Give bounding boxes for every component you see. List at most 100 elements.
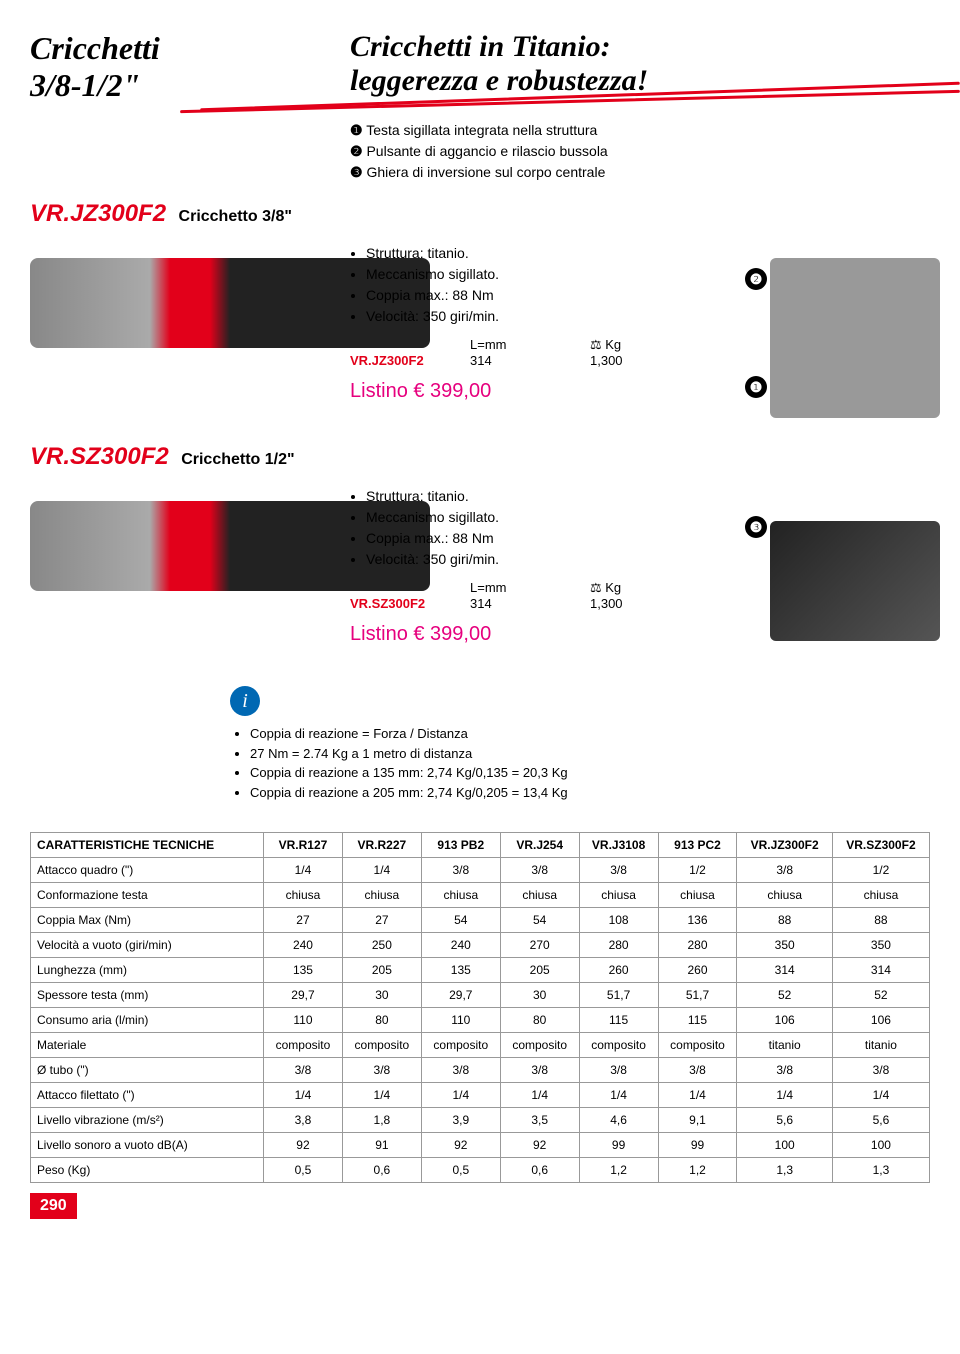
specs-cell: Attacco filettato (") [31, 1083, 264, 1108]
specs-header-cell: 913 PB2 [421, 833, 500, 858]
specs-cell: 260 [579, 958, 658, 983]
specs-cell: 54 [421, 908, 500, 933]
specs-cell: composito [421, 1033, 500, 1058]
specs-cell: 29,7 [421, 983, 500, 1008]
bullet-text: Ghiera di inversione sul corpo centrale [366, 164, 605, 180]
specs-cell: 91 [342, 1133, 421, 1158]
specs-row: Peso (Kg)0,50,60,50,61,21,21,31,3 [31, 1158, 930, 1183]
product-1: VR.JZ300F2 Cricchetto 3/8" Struttura: ti… [30, 200, 930, 403]
specs-cell: 5,6 [737, 1108, 832, 1133]
specs-header-cell: VR.J3108 [579, 833, 658, 858]
mini-hdr [350, 337, 430, 353]
specs-cell: 30 [500, 983, 579, 1008]
specs-header-cell: VR.JZ300F2 [737, 833, 832, 858]
specs-row: Spessore testa (mm)29,73029,73051,751,75… [31, 983, 930, 1008]
specs-cell: 136 [658, 908, 737, 933]
specs-cell: 1/4 [342, 1083, 421, 1108]
specs-cell: 3,5 [500, 1108, 579, 1133]
specs-cell: Conformazione testa [31, 883, 264, 908]
specs-cell: 1/4 [579, 1083, 658, 1108]
specs-cell: 240 [421, 933, 500, 958]
specs-header-cell: VR.SZ300F2 [832, 833, 929, 858]
specs-cell: 29,7 [264, 983, 343, 1008]
mini-hdr: L=mm [470, 337, 550, 353]
specs-cell: 106 [737, 1008, 832, 1033]
specs-row: Lunghezza (mm)135205135205260260314314 [31, 958, 930, 983]
mini-sku: VR.SZ300F2 [350, 596, 430, 611]
specs-cell: titanio [737, 1033, 832, 1058]
specs-row: Attacco filettato (")1/41/41/41/41/41/41… [31, 1083, 930, 1108]
info-item: 27 Nm = 2.74 Kg a 1 metro di distanza [250, 744, 930, 764]
specs-cell: chiusa [737, 883, 832, 908]
specs-cell: chiusa [342, 883, 421, 908]
specs-cell: 350 [832, 933, 929, 958]
specs-cell: 92 [264, 1133, 343, 1158]
specs-cell: Ø tubo (") [31, 1058, 264, 1083]
specs-cell: composito [658, 1033, 737, 1058]
specs-cell: 135 [264, 958, 343, 983]
info-item: Coppia di reazione a 205 mm: 2,74 Kg/0,2… [250, 783, 930, 803]
product-name: Cricchetto 1/2" [181, 451, 294, 468]
specs-row: Coppia Max (Nm)272754541081368888 [31, 908, 930, 933]
specs-cell: 0,6 [342, 1158, 421, 1183]
title-left: Cricchetti 3/8-1/2" [30, 30, 160, 104]
specs-cell: 240 [264, 933, 343, 958]
specs-cell: 80 [500, 1008, 579, 1033]
product-sku: VR.SZ300F2 [30, 443, 169, 470]
callout-badge: ❶ [745, 376, 767, 398]
specs-cell: 27 [264, 908, 343, 933]
specs-cell: 250 [342, 933, 421, 958]
specs-cell: 1,8 [342, 1108, 421, 1133]
specs-cell: 0,5 [421, 1158, 500, 1183]
specs-cell: 99 [579, 1133, 658, 1158]
page-header: Cricchetti 3/8-1/2" Cricchetti in Titani… [30, 20, 930, 200]
specs-header-cell: VR.R127 [264, 833, 343, 858]
specs-cell: 110 [264, 1008, 343, 1033]
specs-cell: 260 [658, 958, 737, 983]
specs-row: Materialecompositocompositocompositocomp… [31, 1033, 930, 1058]
specs-cell: 52 [832, 983, 929, 1008]
specs-cell: 115 [579, 1008, 658, 1033]
specs-cell: 54 [500, 908, 579, 933]
product-2: VR.SZ300F2 Cricchetto 1/2" Struttura: ti… [30, 443, 930, 646]
specs-header-cell: CARATTERISTICHE TECNICHE [31, 833, 264, 858]
specs-cell: Consumo aria (l/min) [31, 1008, 264, 1033]
bullet-text: Testa sigillata integrata nella struttur… [366, 122, 597, 138]
specs-cell: composito [264, 1033, 343, 1058]
specs-cell: 100 [832, 1133, 929, 1158]
bullet-text: Pulsante di aggancio e rilascio bussola [366, 143, 607, 159]
mini-val: 314 [470, 353, 550, 368]
callout-badge: ❷ [745, 268, 767, 290]
info-item: Coppia di reazione = Forza / Distanza [250, 724, 930, 744]
specs-cell: 280 [658, 933, 737, 958]
specs-cell: 270 [500, 933, 579, 958]
specs-cell: 92 [421, 1133, 500, 1158]
specs-header-cell: VR.R227 [342, 833, 421, 858]
specs-cell: 1/4 [264, 1083, 343, 1108]
page-number: 290 [30, 1193, 77, 1219]
specs-cell: 205 [342, 958, 421, 983]
specs-row: Velocità a vuoto (giri/min)2402502402702… [31, 933, 930, 958]
mini-sku: VR.JZ300F2 [350, 353, 430, 368]
specs-cell: 3/8 [579, 858, 658, 883]
specs-cell: Velocità a vuoto (giri/min) [31, 933, 264, 958]
specs-cell: 280 [579, 933, 658, 958]
specs-cell: 1/4 [658, 1083, 737, 1108]
mini-val: 314 [470, 596, 550, 611]
mini-val: 1,300 [590, 596, 670, 611]
specs-row: Attacco quadro (")1/41/43/83/83/81/23/81… [31, 858, 930, 883]
specs-cell: chiusa [832, 883, 929, 908]
specs-cell: 4,6 [579, 1108, 658, 1133]
specs-cell: 3/8 [737, 1058, 832, 1083]
specs-cell: Livello vibrazione (m/s²) [31, 1108, 264, 1133]
info-item: Coppia di reazione a 135 mm: 2,74 Kg/0,1… [250, 763, 930, 783]
specs-cell: 3/8 [421, 1058, 500, 1083]
title-right: Cricchetti in Titanio: leggerezza e robu… [350, 30, 648, 98]
specs-cell: Coppia Max (Nm) [31, 908, 264, 933]
specs-cell: 1/4 [342, 858, 421, 883]
specs-cell: 1/2 [658, 858, 737, 883]
mini-hdr: ⚖ Kg [590, 580, 670, 596]
mini-hdr: ⚖ Kg [590, 337, 670, 353]
title-left-line2: 3/8-1/2" [30, 67, 160, 104]
specs-cell: 110 [421, 1008, 500, 1033]
